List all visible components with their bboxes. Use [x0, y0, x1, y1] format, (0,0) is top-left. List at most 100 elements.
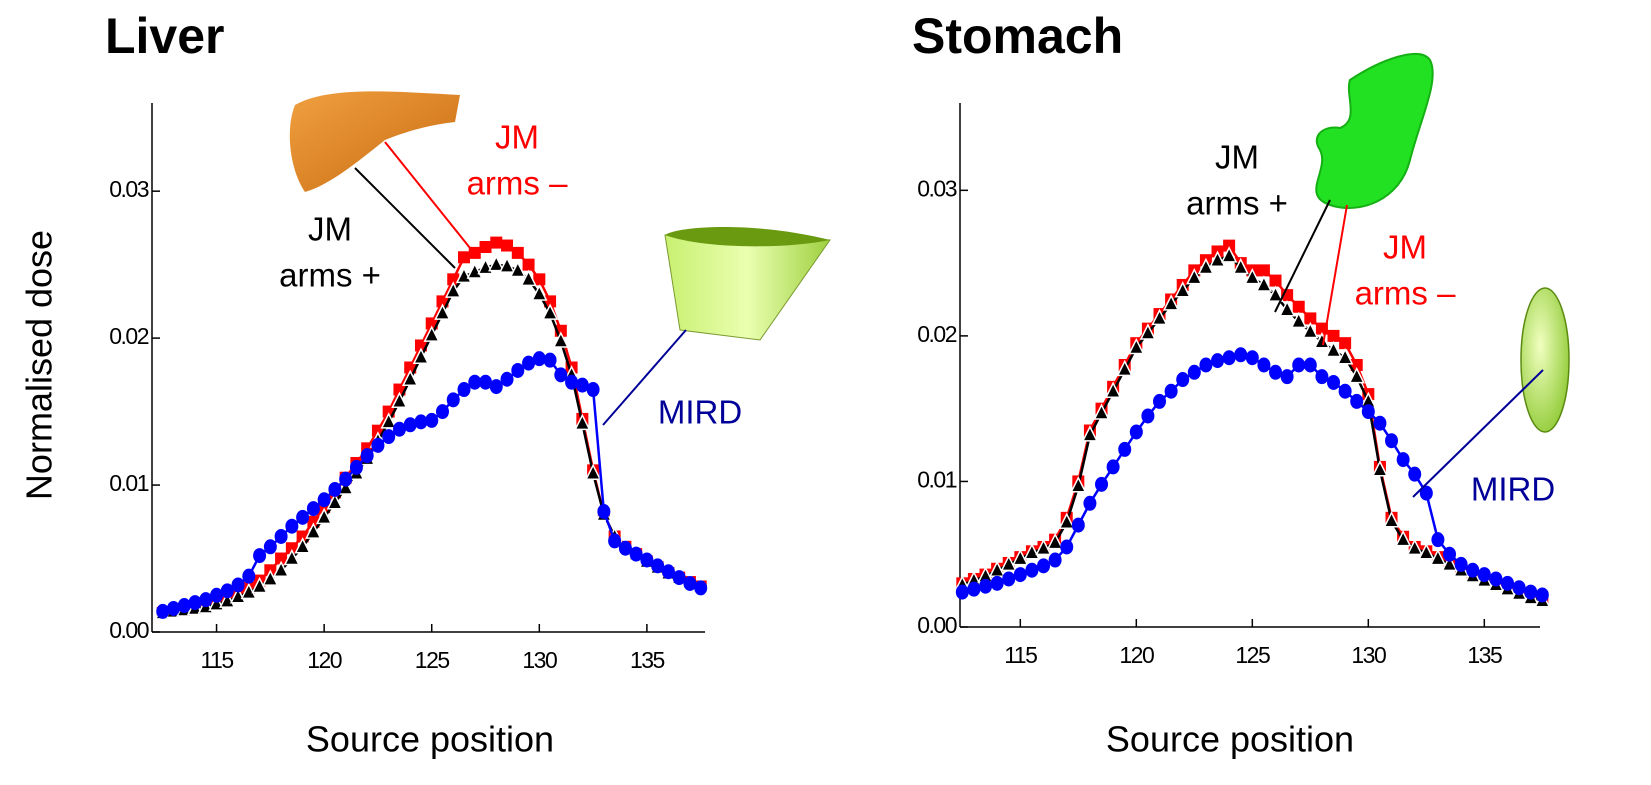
- marker: [274, 528, 288, 544]
- marker: [435, 404, 449, 420]
- annotation: MIRD: [1471, 471, 1555, 508]
- x-tick-label: 120: [1119, 642, 1154, 668]
- marker: [1524, 584, 1538, 600]
- marker: [1338, 383, 1352, 399]
- x-tick-label: 135: [630, 647, 665, 673]
- marker: [586, 382, 600, 398]
- marker: [412, 347, 430, 364]
- series: [154, 254, 709, 620]
- marker: [1501, 575, 1515, 591]
- marker: [305, 522, 322, 539]
- series: [954, 246, 1551, 608]
- x-tick-label: 130: [1351, 642, 1386, 668]
- marker: [307, 515, 320, 528]
- marker: [1187, 364, 1201, 380]
- marker: [1406, 538, 1423, 556]
- marker: [1477, 567, 1491, 583]
- marker: [1060, 539, 1074, 555]
- marker: [1223, 239, 1236, 252]
- marker: [520, 269, 537, 287]
- marker: [1093, 403, 1110, 420]
- marker: [1255, 275, 1273, 292]
- marker: [694, 580, 708, 596]
- marker: [315, 507, 333, 525]
- marker: [1257, 264, 1270, 277]
- marker: [1327, 329, 1340, 342]
- y-tick-label: 0.00: [917, 612, 956, 638]
- annotation-leader: [602, 329, 687, 426]
- marker: [446, 392, 460, 408]
- x-tick-label: 125: [415, 647, 450, 673]
- marker: [597, 504, 611, 520]
- marker: [1302, 321, 1319, 339]
- marker: [1304, 312, 1317, 325]
- y-tick-label: 0.01: [109, 470, 148, 496]
- marker: [1141, 408, 1155, 424]
- marker: [618, 540, 632, 556]
- marker: [1429, 548, 1447, 566]
- marker: [990, 575, 1004, 591]
- marker: [1267, 285, 1284, 302]
- marker: [608, 533, 622, 549]
- marker: [285, 542, 298, 555]
- marker: [188, 595, 202, 611]
- marker: [468, 374, 482, 390]
- marker: [629, 546, 643, 562]
- x-tick-label: 115: [200, 647, 233, 673]
- marker: [543, 352, 557, 368]
- marker: [967, 581, 981, 597]
- marker: [1197, 257, 1215, 275]
- liver-illustration: [289, 91, 460, 192]
- marker: [1325, 340, 1342, 358]
- series: [955, 347, 1549, 603]
- marker: [1199, 357, 1213, 373]
- marker: [468, 246, 481, 259]
- marker: [1023, 543, 1041, 560]
- marker: [458, 251, 471, 264]
- marker: [242, 568, 256, 584]
- marker: [511, 246, 524, 259]
- marker: [306, 501, 320, 517]
- marker: [1269, 274, 1282, 287]
- ellipsoid-illustration: [1520, 287, 1570, 433]
- marker: [1035, 538, 1052, 556]
- marker: [1118, 441, 1132, 457]
- marker: [1383, 511, 1400, 528]
- marker: [1313, 332, 1331, 349]
- annotation: JM: [1215, 139, 1259, 176]
- marker: [414, 414, 428, 430]
- x-tick-label: 125: [1235, 642, 1270, 668]
- marker: [229, 587, 247, 604]
- marker: [1186, 267, 1203, 285]
- marker: [1232, 257, 1249, 275]
- annotation: JM: [308, 211, 352, 248]
- marker: [1350, 359, 1363, 371]
- annotation: arms +: [1186, 185, 1288, 222]
- marker: [522, 258, 535, 271]
- marker: [584, 463, 602, 481]
- annotation: arms +: [279, 257, 381, 294]
- marker: [1290, 311, 1307, 329]
- marker: [1139, 323, 1157, 340]
- marker: [434, 303, 451, 320]
- marker: [1418, 543, 1435, 560]
- marker: [1234, 347, 1248, 363]
- marker: [565, 374, 579, 390]
- marker: [1046, 532, 1064, 550]
- annotation: JM: [495, 119, 539, 156]
- marker: [531, 284, 548, 301]
- marker: [1269, 364, 1283, 380]
- annotation-leader: [354, 167, 456, 269]
- marker: [392, 421, 406, 437]
- marker: [337, 478, 354, 495]
- marker: [501, 239, 514, 252]
- marker: [1176, 372, 1190, 388]
- marker: [296, 509, 310, 525]
- marker: [1164, 383, 1178, 399]
- marker: [1058, 512, 1075, 529]
- marker: [156, 603, 170, 619]
- marker: [554, 367, 568, 383]
- marker: [380, 412, 397, 429]
- marker: [1174, 281, 1191, 298]
